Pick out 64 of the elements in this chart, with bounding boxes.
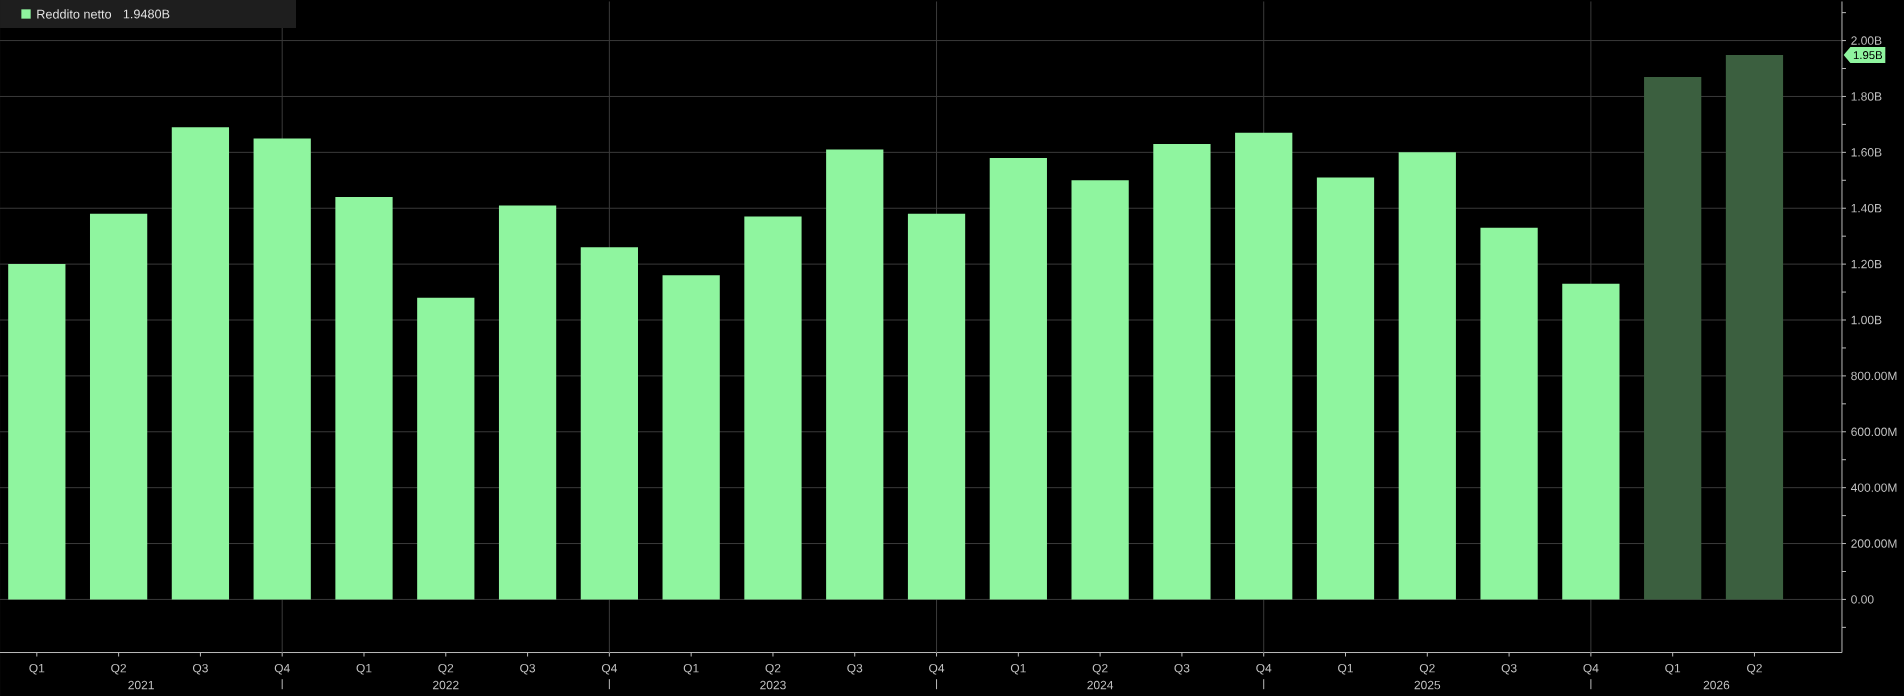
text: 2022 (433, 680, 459, 690)
text: 1.95B (1853, 51, 1883, 60)
x-tick-label: Q2 (765, 663, 781, 675)
x-tick-label: Q2 (111, 663, 127, 675)
x-tick-label: Q1 (1665, 663, 1681, 675)
legend-label: Reddito netto (37, 9, 112, 19)
x-tick-label: Q3 (1501, 663, 1517, 675)
bar (907, 213, 966, 600)
x-tick-label: Q4 (601, 663, 618, 675)
x-tick-label: Q2 (1092, 663, 1108, 675)
y-tick-label: 1.20B (1851, 259, 1882, 269)
text: 2026 (1703, 680, 1730, 690)
y-tick-label: 1.40B (1851, 203, 1882, 213)
x-tick-label: Q4 (1583, 663, 1599, 675)
x-tick-label: Q3 (520, 663, 536, 675)
y-tick-label: 400.00M (1850, 483, 1897, 492)
bar (498, 205, 557, 600)
x-tick-label: Q4 (929, 663, 945, 675)
y-tick-label: 0.00 (1851, 595, 1874, 604)
bar (1235, 132, 1293, 600)
x-tick-label: Q2 (1419, 663, 1435, 675)
bar (417, 297, 475, 600)
bar (89, 213, 148, 600)
x-tick-label: Q3 (192, 663, 208, 675)
x-tick-label: Q2 (1747, 663, 1762, 675)
x-tick-label: Q1 (29, 663, 45, 675)
bar (826, 149, 884, 600)
bar (253, 138, 311, 600)
bar (1316, 177, 1375, 600)
bar (744, 216, 802, 600)
y-tick-label: 800.00M (1851, 371, 1897, 381)
y-tick-label: 1.80B (1851, 92, 1882, 101)
text: 2021 (128, 680, 154, 690)
x-tick-label: Q4 (1256, 663, 1272, 675)
bar (662, 275, 720, 600)
x-tick-label: Q3 (1174, 663, 1190, 675)
bar (1562, 283, 1620, 600)
y-tick-label: 1.60B (1851, 148, 1882, 157)
y-tick-label: 1.00B (1851, 315, 1882, 325)
x-tick-label: Q1 (1338, 663, 1353, 675)
x-tick-label: Q1 (1010, 663, 1026, 675)
text: 2023 (760, 680, 786, 690)
bar (171, 127, 230, 600)
y-tick-label: 200.00M (1851, 539, 1897, 548)
bar (1480, 227, 1538, 600)
bar (989, 157, 1047, 600)
text: 2024 (1087, 680, 1114, 690)
bar (1153, 143, 1211, 600)
x-tick-label: Q1 (356, 663, 372, 675)
bar (1725, 55, 1784, 600)
y-tick-label: 2.00B (1851, 36, 1882, 45)
bar (1644, 76, 1702, 600)
x-tick-label: Q1 (683, 663, 699, 675)
bar (8, 264, 66, 600)
x-tick-label: Q2 (438, 663, 454, 675)
bar (1398, 152, 1456, 600)
annotation: 1.9480B (123, 9, 170, 19)
bar (335, 197, 393, 600)
bar (1071, 180, 1129, 600)
bar (580, 247, 638, 600)
x-tick-label: Q3 (847, 663, 863, 675)
x-tick-label: Q4 (274, 663, 290, 675)
text: 2025 (1414, 680, 1441, 690)
y-tick-label: 600.00M (1851, 427, 1897, 437)
